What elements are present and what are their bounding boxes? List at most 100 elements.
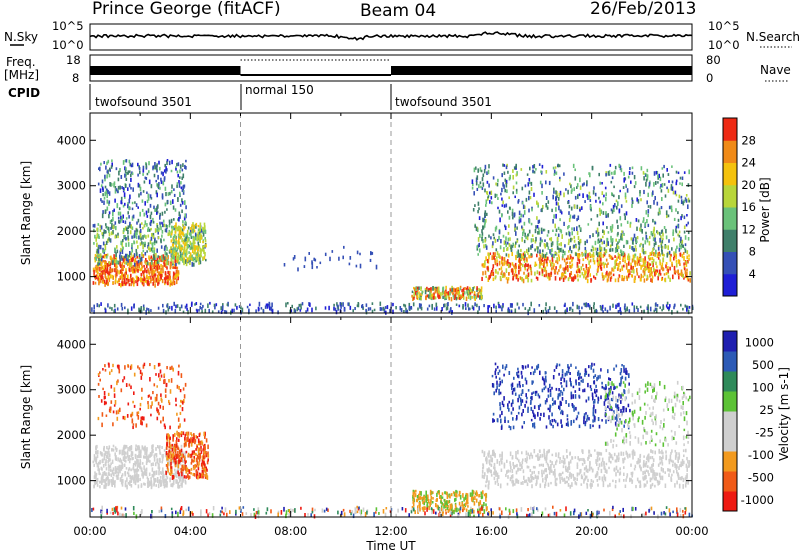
velocity-cell (153, 471, 155, 474)
power-cell (613, 269, 615, 272)
power-cell (555, 276, 557, 280)
velocity-cell (115, 458, 117, 462)
velocity-cell (618, 458, 620, 462)
velocity-cell (512, 474, 514, 478)
power-cell (527, 309, 529, 311)
power-cell (603, 230, 605, 235)
power-cell (154, 243, 156, 246)
power-cell (577, 269, 579, 272)
power-cell (111, 223, 113, 228)
power-cell (559, 277, 561, 280)
power-cell (603, 262, 605, 265)
power-cell (574, 169, 576, 172)
power-cell (183, 174, 185, 179)
velocity-cell (609, 452, 611, 455)
velocity-cell (129, 480, 131, 484)
power-cell (480, 186, 482, 189)
power-cell (629, 245, 631, 249)
power-cell (498, 304, 500, 308)
velocity-cell (564, 478, 566, 482)
velocity-cell (647, 465, 649, 468)
power-cell (132, 202, 134, 204)
power-cell (578, 216, 580, 220)
power-cell (124, 203, 126, 206)
power-cell (159, 222, 161, 225)
power-cell (676, 260, 678, 263)
power-cell (133, 305, 135, 308)
power-cell (556, 229, 558, 232)
power-cell (654, 243, 656, 247)
power-cell (259, 302, 261, 307)
power-cell (669, 267, 671, 271)
power-cell (122, 239, 124, 242)
power-cell (662, 183, 664, 188)
power-cell (123, 274, 125, 276)
velocity-cell (527, 482, 529, 486)
power-cell (131, 263, 133, 267)
velocity-cell (599, 463, 601, 466)
power-cell (482, 271, 484, 275)
power-cell (623, 245, 625, 248)
power-cell (609, 271, 611, 275)
power-cell (295, 309, 297, 312)
power-cell (417, 308, 419, 311)
velocity-cell (94, 482, 96, 485)
velocity-cell (153, 483, 155, 487)
power-cell (502, 262, 504, 266)
power-cell (117, 270, 119, 274)
power-cell (605, 197, 607, 201)
power-cell (607, 213, 609, 217)
velocity-cell (664, 471, 666, 474)
power-cell (500, 239, 502, 243)
velocity-cell (589, 461, 591, 465)
power-cell (112, 260, 114, 264)
power-cell (480, 181, 482, 184)
power-cell (171, 239, 173, 242)
power-cell (340, 305, 342, 309)
velocity-cell (501, 452, 503, 456)
freq-tick-top: 18 (66, 53, 81, 67)
velocity-cell (573, 477, 575, 481)
power-cell (597, 228, 599, 233)
power-cell (151, 243, 153, 246)
power-cell (186, 263, 188, 267)
power-cell (486, 246, 488, 250)
power-cell (596, 273, 598, 276)
power-cell (682, 254, 684, 258)
power-cell (157, 184, 159, 188)
power-cell (647, 214, 649, 217)
power-cell (638, 275, 640, 278)
power-cell (635, 254, 637, 257)
power-cell (686, 214, 688, 216)
power-cell (569, 257, 571, 260)
velocity-cell (615, 485, 617, 489)
power-cell (199, 235, 201, 239)
velocity-cell (117, 457, 119, 461)
velocity-cell (584, 472, 586, 475)
power-cell (673, 251, 675, 255)
velocity-cell (159, 480, 161, 483)
velocity-cell (114, 480, 116, 483)
power-cell (531, 223, 533, 226)
power-cell (161, 171, 163, 174)
velocity-cell (171, 484, 173, 487)
power-cell (602, 230, 604, 234)
power-cell (572, 216, 574, 219)
power-cell (666, 272, 668, 275)
power-cell (478, 184, 480, 188)
power-cell (140, 229, 142, 233)
velocity-cell (104, 479, 106, 483)
power-cell (291, 305, 293, 308)
power-cell (374, 309, 376, 311)
power-cell (612, 210, 614, 214)
velocity-cell (675, 455, 677, 460)
power-cell (463, 288, 465, 292)
power-colorbar-swatch (723, 140, 737, 163)
velocity-cell (635, 465, 637, 468)
power-cell (138, 193, 140, 197)
velocity-cell (96, 457, 98, 460)
power-cell (688, 237, 690, 241)
power-cell (646, 235, 648, 240)
power-cell (618, 263, 620, 267)
velocity-cell (485, 481, 487, 483)
